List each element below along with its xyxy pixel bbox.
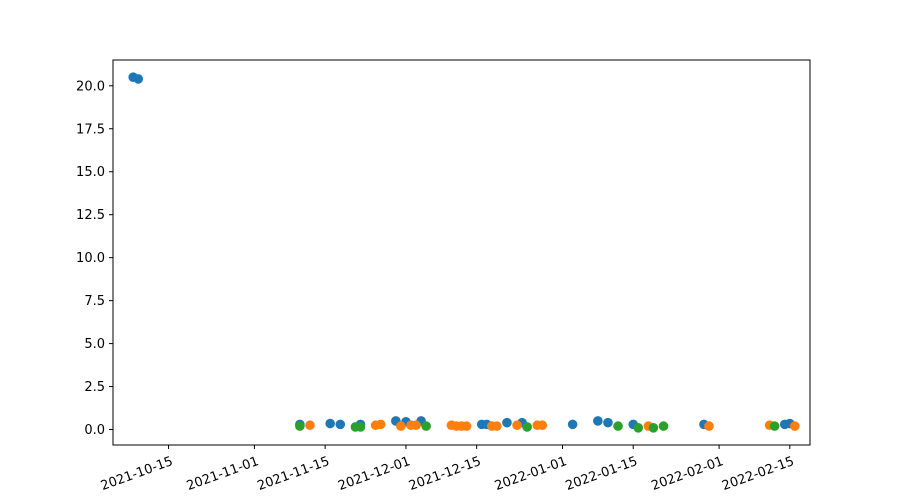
- y-tick-label: 10.0: [76, 251, 105, 266]
- data-point: [335, 419, 346, 430]
- data-point: [512, 420, 522, 431]
- data-point: [492, 421, 502, 431]
- data-point: [658, 421, 669, 431]
- series-3: [295, 421, 780, 433]
- data-point: [648, 423, 659, 433]
- x-tick-label: 2021-10-15: [99, 454, 175, 494]
- y-tick-label: 0.0: [84, 423, 105, 438]
- data-point: [769, 421, 780, 431]
- data-point: [411, 420, 421, 431]
- data-point: [603, 417, 613, 428]
- data-point: [790, 421, 800, 431]
- x-tick-label: 2021-11-01: [185, 454, 261, 494]
- data-point: [375, 419, 386, 430]
- data-point: [567, 419, 578, 430]
- series-2: [305, 419, 800, 431]
- data-point: [613, 421, 623, 431]
- x-tick-label: 2022-01-01: [493, 454, 569, 494]
- data-point: [396, 421, 406, 431]
- data-point: [325, 418, 335, 429]
- data-point: [295, 421, 305, 431]
- y-tick-label: 15.0: [76, 165, 105, 180]
- x-tick-label: 2022-02-15: [720, 454, 796, 494]
- y-tick-label: 5.0: [84, 337, 105, 352]
- y-axis: 0.0 2.5 5.0 7.5 10.0 12.5 15.0 17.5 20.0: [76, 79, 113, 438]
- data-point: [593, 416, 603, 426]
- data-point: [502, 417, 512, 428]
- data-point: [355, 422, 366, 432]
- data-point: [522, 422, 532, 432]
- y-tick-label: 7.5: [84, 294, 105, 309]
- x-tick-label: 2021-11-15: [255, 454, 331, 494]
- y-tick-label: 20.0: [76, 79, 105, 94]
- y-tick-label: 17.5: [76, 122, 105, 137]
- data-point: [133, 74, 144, 84]
- y-tick-label: 2.5: [84, 380, 105, 395]
- y-tick-label: 12.5: [76, 208, 105, 223]
- data-point: [421, 421, 431, 431]
- x-tick-label: 2022-01-15: [564, 454, 640, 494]
- data-point: [704, 421, 714, 431]
- plot-frame: [112, 59, 811, 446]
- data-point: [461, 421, 472, 431]
- series-1: [128, 72, 795, 430]
- data-point: [633, 423, 644, 433]
- scatter-marks: [128, 72, 800, 433]
- x-tick-label: 2021-12-15: [407, 454, 483, 494]
- data-point: [537, 420, 548, 431]
- x-tick-label: 2021-12-01: [336, 454, 412, 494]
- x-tick-label: 2022-02-01: [649, 454, 725, 494]
- data-point: [305, 420, 315, 431]
